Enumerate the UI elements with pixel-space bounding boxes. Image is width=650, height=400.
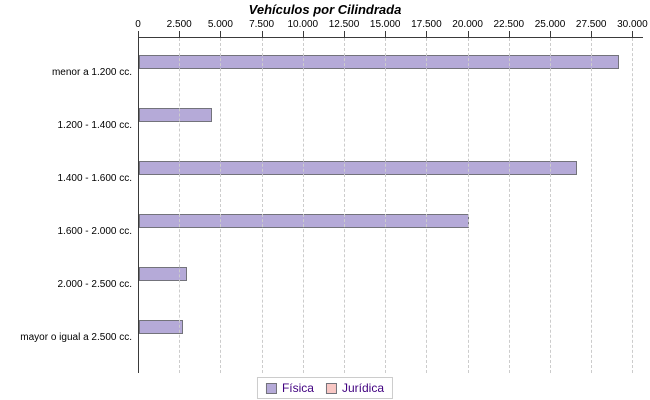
gridline bbox=[508, 38, 510, 373]
x-axis-tick-label: 5.000 bbox=[207, 19, 233, 30]
category-label: menor a 1.200 cc. bbox=[51, 67, 132, 78]
x-axis-tick-mark bbox=[426, 31, 428, 37]
x-axis-tick-mark bbox=[261, 31, 263, 37]
category-label: 1.200 - 1.400 cc. bbox=[57, 120, 133, 131]
category-label: 1.400 - 1.600 cc. bbox=[57, 173, 133, 184]
x-axis-tick-mark bbox=[591, 31, 593, 37]
x-axis-tick-label: 2.500 bbox=[166, 19, 192, 30]
gridline bbox=[550, 38, 551, 373]
x-axis-tick-mark bbox=[344, 31, 345, 37]
x-axis-tick-label: 20.000 bbox=[452, 19, 483, 30]
bar-física bbox=[139, 161, 578, 175]
gridline bbox=[220, 38, 222, 373]
bar-física bbox=[139, 108, 212, 122]
legend-swatch-fisica bbox=[265, 382, 277, 394]
bar-física bbox=[139, 267, 187, 281]
category-label: mayor o igual a 2.500 cc. bbox=[20, 332, 132, 343]
category-row bbox=[139, 153, 643, 206]
gridline bbox=[385, 38, 387, 373]
legend-item-fisica: Física bbox=[265, 381, 314, 395]
x-axis-tick-mark bbox=[467, 31, 469, 37]
category-row bbox=[139, 47, 643, 100]
gridline bbox=[302, 38, 304, 373]
x-axis-tick-mark bbox=[632, 31, 634, 37]
gridline bbox=[467, 38, 469, 373]
bar-física bbox=[139, 320, 183, 334]
x-axis-tick-label: 30.000 bbox=[617, 19, 648, 30]
x-axis-tick-mark bbox=[550, 31, 551, 37]
category-axis: menor a 1.200 cc. 1.200 - 1.400 cc. 1.400 … bbox=[0, 37, 132, 364]
category-row bbox=[139, 100, 643, 153]
x-axis-tick-label: 22.500 bbox=[493, 19, 525, 30]
x-axis-tick-label: 15.000 bbox=[369, 19, 401, 30]
x-axis-tick-mark bbox=[385, 31, 387, 37]
x-axis-tick-mark bbox=[138, 31, 139, 37]
gridline bbox=[179, 38, 181, 373]
category-row bbox=[139, 206, 643, 259]
x-axis-tick-label: 0 bbox=[135, 19, 141, 30]
legend-label-juridica: Jurídica bbox=[341, 381, 385, 395]
legend: Física Jurídica bbox=[256, 377, 394, 399]
category-row bbox=[139, 312, 643, 365]
bar-rows bbox=[139, 38, 643, 365]
x-axis-tick-label: 17.500 bbox=[411, 19, 442, 30]
gridline bbox=[632, 38, 634, 373]
x-axis-tick-label: 7.500 bbox=[249, 19, 275, 30]
x-axis-tick-label: 10.000 bbox=[287, 19, 319, 30]
x-axis-tick-label: 12.500 bbox=[328, 19, 360, 30]
bar-física bbox=[139, 214, 469, 228]
gridline bbox=[344, 38, 345, 373]
x-axis-tick-mark bbox=[220, 31, 222, 37]
legend-swatch-juridica bbox=[325, 382, 337, 394]
x-axis-tick-mark bbox=[302, 31, 304, 37]
legend-item-juridica: Jurídica bbox=[325, 381, 385, 395]
gridline bbox=[591, 38, 593, 373]
bar-física bbox=[139, 55, 620, 69]
chart-title: Vehículos por Cilindrada bbox=[248, 2, 402, 17]
plot-area bbox=[138, 37, 643, 373]
category-label: 2.000 - 2.500 cc. bbox=[57, 279, 133, 290]
x-axis-tick-label: 25.000 bbox=[534, 19, 566, 30]
x-axis-tick-label: 27.500 bbox=[575, 19, 607, 30]
x-axis-tick-mark bbox=[179, 31, 181, 37]
category-row bbox=[139, 259, 643, 312]
gridline bbox=[426, 38, 428, 373]
gridline bbox=[261, 38, 263, 373]
category-label: 1.600 - 2.000 cc. bbox=[57, 226, 133, 237]
legend-label-fisica: Física bbox=[281, 381, 314, 395]
x-axis-tick-mark bbox=[508, 31, 510, 37]
